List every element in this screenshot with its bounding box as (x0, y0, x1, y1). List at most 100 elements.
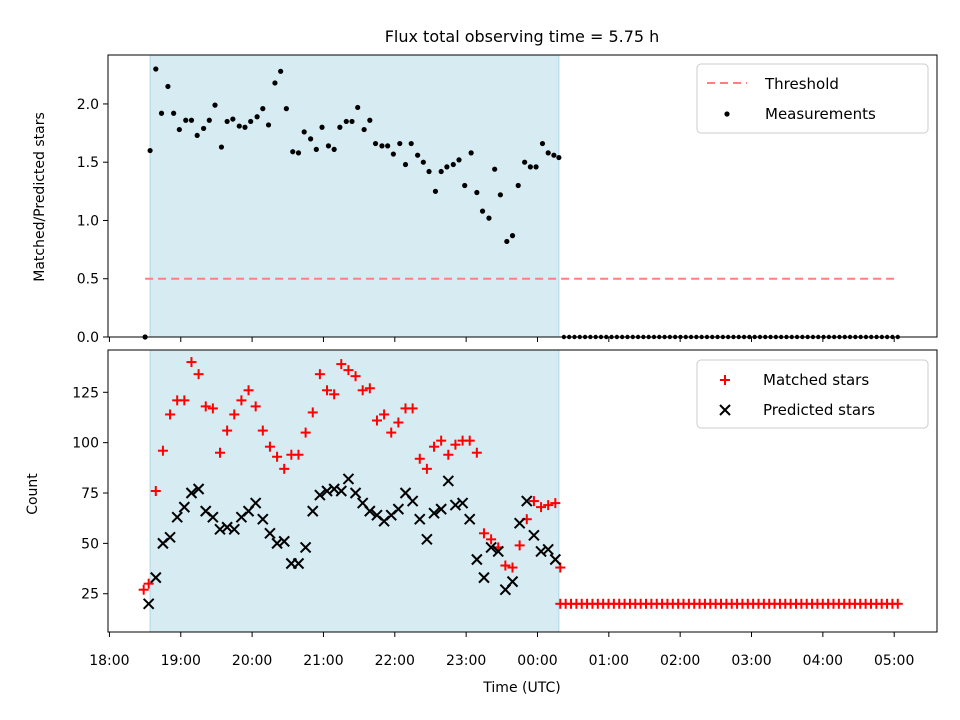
predicted-star-point (335, 485, 347, 497)
measurement-point (486, 215, 492, 221)
matched-star-point (143, 578, 154, 589)
x-tick-label: 20:00 (232, 653, 272, 669)
measurement-point (308, 136, 314, 142)
matched-star-point (264, 441, 275, 452)
top-ytick-label: 0.5 (77, 272, 99, 288)
predicted-legend-label: Predicted stars (763, 401, 875, 419)
measurement-point (468, 150, 474, 156)
bottom-ytick-label: 125 (72, 385, 99, 401)
measurement-point (462, 182, 468, 189)
matched-star-point (500, 560, 511, 571)
measurement-point (533, 164, 539, 170)
x-tick-label: 22:00 (375, 653, 415, 669)
measurement-point (325, 143, 332, 149)
predicted-star-point (164, 531, 176, 544)
predicted-star-point (214, 523, 226, 535)
matched-star-point (293, 449, 304, 460)
bottom-ytick-label: 100 (72, 436, 99, 452)
matched-star-point (179, 395, 190, 406)
x-tick-label: 23:00 (446, 653, 486, 669)
matched-star-point (279, 463, 290, 474)
measurement-point (295, 150, 302, 156)
predicted-star-point (150, 571, 162, 584)
measurement-point (479, 208, 486, 214)
predicted-star-point (485, 541, 497, 554)
matched-star-point (343, 365, 354, 376)
x-tick-label: 21:00 (303, 653, 343, 669)
x-axis-label: Time (UTC) (482, 680, 560, 696)
measurement-point (230, 116, 236, 122)
matched-star-point (357, 385, 368, 396)
predicted-star-point (463, 513, 476, 525)
predicted-star-point (264, 527, 276, 540)
top-shaded-span (149, 54, 560, 338)
bottom-ytick-label: 25 (81, 587, 99, 603)
matched-star-point (272, 451, 283, 462)
matched-star-point (421, 463, 432, 474)
matched-star-point (371, 415, 382, 426)
predicted-star-point (414, 513, 426, 525)
matched-star-point (528, 496, 539, 507)
x-tick-label: 03:00 (731, 653, 771, 669)
matched-star-point (250, 401, 261, 412)
predicted-star-point (506, 575, 519, 588)
measurement-point (361, 126, 367, 133)
predicted-star-point (307, 505, 319, 517)
measurement-point (367, 117, 373, 123)
top-ytick-label: 1.5 (77, 155, 99, 171)
matched-star-point (207, 403, 218, 414)
measurement-point (313, 146, 319, 152)
matched-star-point (150, 486, 161, 496)
measurement-point (290, 149, 296, 155)
x-tick-label: 18:00 (89, 653, 129, 669)
bottom-panel: 25 50 75 100 125 18:00 19:00 20:00 21:00 22:00 23:… (72, 349, 938, 669)
matched-star-point (336, 359, 347, 370)
matched-star-point (407, 403, 418, 414)
measurement-point (176, 126, 182, 133)
predicted-star-point (249, 497, 262, 509)
predicted-star-point (542, 543, 554, 556)
measurement-point (504, 238, 510, 245)
predicted-star-point (421, 533, 433, 546)
measurement-point (265, 122, 272, 128)
measurement-point (171, 110, 177, 116)
predicted-star-point (349, 487, 362, 499)
matched-star-point (329, 389, 340, 400)
top-panel: 0.0 0.5 1.0 1.5 2.0 Threshold Measurements (77, 54, 938, 346)
measurement-point (432, 188, 439, 194)
measurement-point (278, 68, 284, 74)
measurement-point (254, 114, 260, 120)
measurement-point (415, 152, 421, 158)
measurement-point (337, 124, 343, 130)
predicted-star-point (278, 535, 290, 548)
predicted-star-point (392, 503, 405, 515)
predicted-star-point (535, 545, 547, 558)
measurement-point (444, 164, 450, 170)
predicted-star-point (271, 537, 283, 550)
matched-star-point (429, 441, 440, 452)
top-legend: Threshold Measurements (696, 63, 929, 134)
top-y-axis-label: Matched/Predicted stars (32, 112, 48, 282)
predicted-star-point (192, 483, 205, 495)
predicted-star-point (221, 521, 233, 533)
predicted-star-point (342, 473, 355, 485)
measurement-point (200, 125, 207, 132)
measurement-point (260, 106, 266, 112)
predicted-star-point (406, 495, 419, 507)
measurement-point (349, 118, 355, 125)
measurement-point (153, 66, 159, 72)
matched-star-point (350, 371, 361, 382)
matched-star-point (536, 502, 547, 513)
measurement-point (492, 166, 498, 172)
predicted-star-point (257, 513, 269, 525)
chart-title: Flux total observing time = 5.75 h (385, 27, 660, 46)
matched-star-point (236, 395, 247, 406)
measurement-point (147, 147, 153, 154)
matched-star-point (464, 435, 475, 446)
predicted-star-point (178, 501, 191, 513)
measurement-point (355, 104, 361, 111)
measurement-point (372, 140, 379, 147)
measurement-point (556, 154, 562, 161)
measurement-point (509, 233, 516, 239)
matched-star-point (379, 409, 390, 420)
